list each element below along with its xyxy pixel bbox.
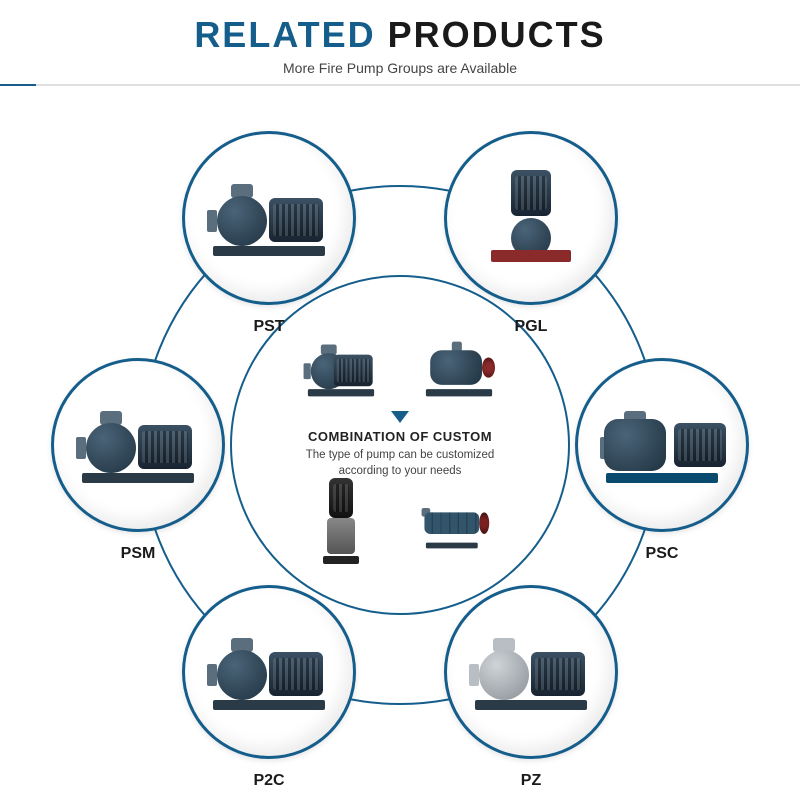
center-pump-split-case xyxy=(409,337,509,401)
product-label-pz: PZ xyxy=(521,772,541,790)
center-pumps-top-row xyxy=(291,337,509,401)
product-node-pst[interactable] xyxy=(182,131,356,305)
center-pumps-bottom-row xyxy=(291,489,509,553)
product-node-p2c[interactable] xyxy=(182,585,356,759)
pump-icon xyxy=(209,178,329,258)
pump-icon xyxy=(209,632,329,712)
center-heading: COMBINATION OF CUSTOM xyxy=(308,429,492,444)
product-label-psc: PSC xyxy=(646,545,679,563)
title-accent-word: RELATED xyxy=(194,14,375,55)
header: RELATED PRODUCTS More Fire Pump Groups a… xyxy=(0,0,800,76)
title-dark-word: PRODUCTS xyxy=(388,14,606,55)
product-node-pz[interactable] xyxy=(444,585,618,759)
pump-icon xyxy=(78,405,198,485)
pump-icon xyxy=(471,178,591,258)
page-subtitle: More Fire Pump Groups are Available xyxy=(0,60,800,76)
pump-icon xyxy=(471,632,591,712)
center-pump-end-suction xyxy=(291,337,391,401)
product-label-p2c: P2C xyxy=(253,772,284,790)
product-label-pgl: PGL xyxy=(515,318,548,336)
product-node-psm[interactable] xyxy=(51,358,225,532)
header-divider xyxy=(0,84,800,86)
product-node-pgl[interactable] xyxy=(444,131,618,305)
center-pump-vertical-multistage xyxy=(291,489,391,553)
product-label-psm: PSM xyxy=(121,545,156,563)
product-label-pst: PST xyxy=(253,318,284,336)
center-text: The type of pump can be customized accor… xyxy=(300,448,500,479)
triangle-down-icon xyxy=(391,411,409,423)
center-pump-multistage-horizontal xyxy=(409,489,509,553)
product-diagram: COMBINATION OF CUSTOM The type of pump c… xyxy=(0,100,800,800)
page-title: RELATED PRODUCTS xyxy=(0,14,800,56)
product-node-psc[interactable] xyxy=(575,358,749,532)
pump-icon xyxy=(602,405,722,485)
